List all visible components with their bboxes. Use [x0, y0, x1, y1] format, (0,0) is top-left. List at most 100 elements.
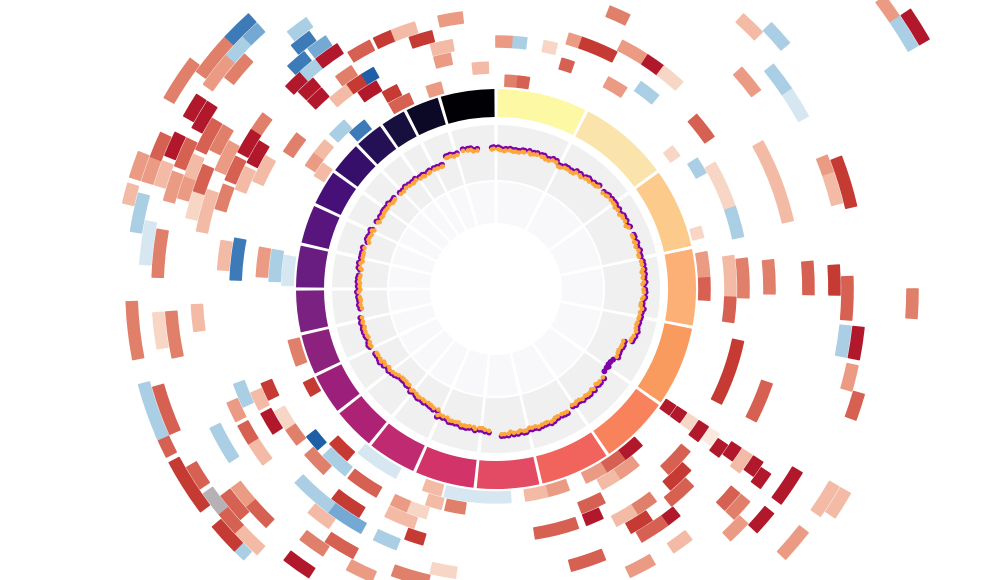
scatter-dot — [377, 356, 383, 361]
arc-segment — [471, 61, 490, 75]
scatter-dot — [586, 179, 592, 184]
arc-segment — [729, 448, 753, 474]
arc-segment — [281, 254, 297, 287]
arc-segment — [429, 39, 455, 57]
arc-segment — [195, 117, 223, 155]
arc-segment — [301, 329, 341, 374]
arc-segment — [296, 245, 329, 288]
arc-segment — [724, 205, 745, 240]
arc-segment — [162, 170, 184, 204]
arc-segment — [286, 17, 314, 42]
scatter-dot — [596, 184, 601, 189]
arc-segment — [313, 139, 334, 160]
arc-segment — [660, 443, 691, 475]
arc-segment — [242, 22, 266, 46]
arc-segment — [250, 112, 273, 137]
scatter-dot — [637, 310, 643, 315]
scatter-dot — [522, 150, 527, 155]
arc-segment — [307, 35, 333, 59]
scatter-dot — [427, 169, 433, 175]
arc-segment — [358, 126, 397, 165]
arc-segment — [451, 125, 495, 185]
arc-segment — [762, 22, 791, 51]
arc-segment — [436, 194, 466, 235]
arc-segment — [361, 66, 380, 85]
scatter-dot — [367, 339, 373, 345]
arc-segment — [382, 111, 417, 148]
arc-segment — [423, 202, 458, 241]
scatter-dot — [539, 422, 545, 427]
scatter-dot — [448, 153, 453, 159]
scatter-dot — [593, 381, 598, 387]
arc-segment — [229, 237, 247, 281]
scatter-dot — [377, 219, 382, 225]
scatter-dot — [546, 158, 551, 163]
arc-segment — [637, 323, 693, 403]
scatter-dot — [460, 148, 466, 154]
arc-segment — [329, 435, 356, 462]
arc-segment — [404, 527, 427, 546]
arc-segment — [504, 74, 520, 88]
scatter-dot — [499, 432, 504, 437]
arc-segment — [396, 510, 419, 530]
arc-segment — [139, 220, 158, 266]
arc-segment — [168, 456, 211, 513]
arc-segment — [454, 349, 488, 396]
arc-segment — [634, 80, 660, 105]
arc-segment — [905, 288, 919, 320]
scatter-dot — [471, 424, 477, 430]
arc-segment — [422, 478, 445, 497]
arc-segment — [635, 172, 692, 252]
arc-segment — [605, 5, 631, 26]
arc-segment — [697, 277, 711, 301]
arc-segment — [659, 398, 677, 416]
arc-segment — [390, 21, 419, 42]
scatter-dot — [356, 279, 362, 284]
scatter-dot — [477, 425, 482, 431]
arc-segment — [339, 395, 387, 444]
arc-segment — [164, 131, 186, 161]
scatter-dot — [614, 354, 620, 359]
arc-segment — [624, 554, 656, 579]
arc-segment — [596, 469, 621, 491]
arc-segment — [776, 525, 809, 560]
scatter-dot — [634, 322, 639, 327]
arc-segment — [214, 183, 235, 213]
arc-segment — [129, 192, 151, 234]
arc-segment — [664, 248, 697, 326]
arc-segment — [388, 92, 415, 114]
arc-segment — [184, 153, 205, 181]
arc-segment — [403, 143, 446, 200]
scatter-dot — [633, 329, 639, 334]
arc-segment — [191, 100, 218, 134]
arc-segment — [687, 113, 715, 144]
arc-segment — [425, 81, 445, 98]
arc-segment — [255, 246, 272, 278]
scatter-dot — [445, 415, 450, 420]
arc-segment — [273, 405, 297, 432]
arc-segment — [226, 397, 247, 423]
arc-segment — [287, 51, 312, 75]
scatter-dot — [578, 174, 583, 180]
arc-segment — [416, 446, 477, 488]
arc-segment — [299, 530, 330, 557]
arc-segment — [122, 182, 140, 207]
arc-segment — [423, 132, 464, 192]
arc-segment — [497, 182, 543, 230]
arc-segment — [578, 36, 618, 63]
scatter-dot — [401, 189, 407, 194]
scatter-dot — [358, 273, 363, 278]
scatter-dot — [534, 152, 540, 158]
scatter-dot — [641, 289, 647, 295]
arc-segment — [237, 420, 259, 445]
arc-segment — [440, 89, 495, 124]
arc-segment — [433, 52, 454, 69]
arc-segment — [526, 194, 582, 250]
arc-segment — [429, 561, 458, 579]
arc-segment — [521, 380, 587, 449]
arc-segment — [285, 423, 307, 446]
scatter-dot — [615, 207, 621, 213]
arc-segment — [722, 515, 749, 542]
scatter-dot — [407, 183, 412, 189]
scatter-dot — [413, 177, 419, 183]
